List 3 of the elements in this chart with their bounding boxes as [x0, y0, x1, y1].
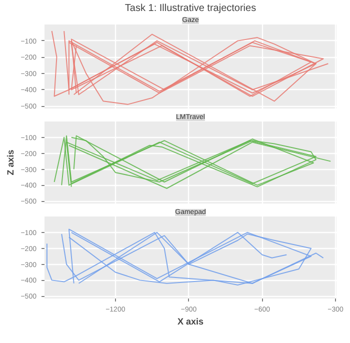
- y-axis-title: Z axis: [6, 150, 16, 176]
- x-axis-title: X axis: [177, 316, 204, 326]
- chart-title: Task 1: Illustrative trajectories: [124, 3, 256, 14]
